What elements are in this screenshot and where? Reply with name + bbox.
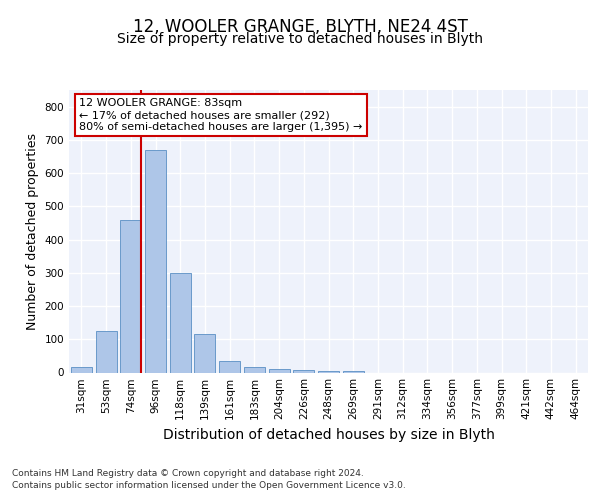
Bar [170, 273, 191, 372]
Text: 12 WOOLER GRANGE: 83sqm
← 17% of detached houses are smaller (292)
80% of semi-d: 12 WOOLER GRANGE: 83sqm ← 17% of detache… [79, 98, 363, 132]
Bar [71, 366, 92, 372]
Text: Contains HM Land Registry data © Crown copyright and database right 2024.: Contains HM Land Registry data © Crown c… [12, 468, 364, 477]
Bar [219, 361, 240, 372]
Bar [244, 366, 265, 372]
Bar [145, 150, 166, 372]
X-axis label: Distribution of detached houses by size in Blyth: Distribution of detached houses by size … [163, 428, 494, 442]
Text: Size of property relative to detached houses in Blyth: Size of property relative to detached ho… [117, 32, 483, 46]
Text: 12, WOOLER GRANGE, BLYTH, NE24 4ST: 12, WOOLER GRANGE, BLYTH, NE24 4ST [133, 18, 467, 36]
Bar [120, 220, 141, 372]
Bar [293, 370, 314, 372]
Bar [318, 370, 339, 372]
Bar [95, 331, 116, 372]
Bar [194, 334, 215, 372]
Y-axis label: Number of detached properties: Number of detached properties [26, 132, 39, 330]
Bar [343, 371, 364, 372]
Text: Contains public sector information licensed under the Open Government Licence v3: Contains public sector information licen… [12, 481, 406, 490]
Bar [269, 368, 290, 372]
